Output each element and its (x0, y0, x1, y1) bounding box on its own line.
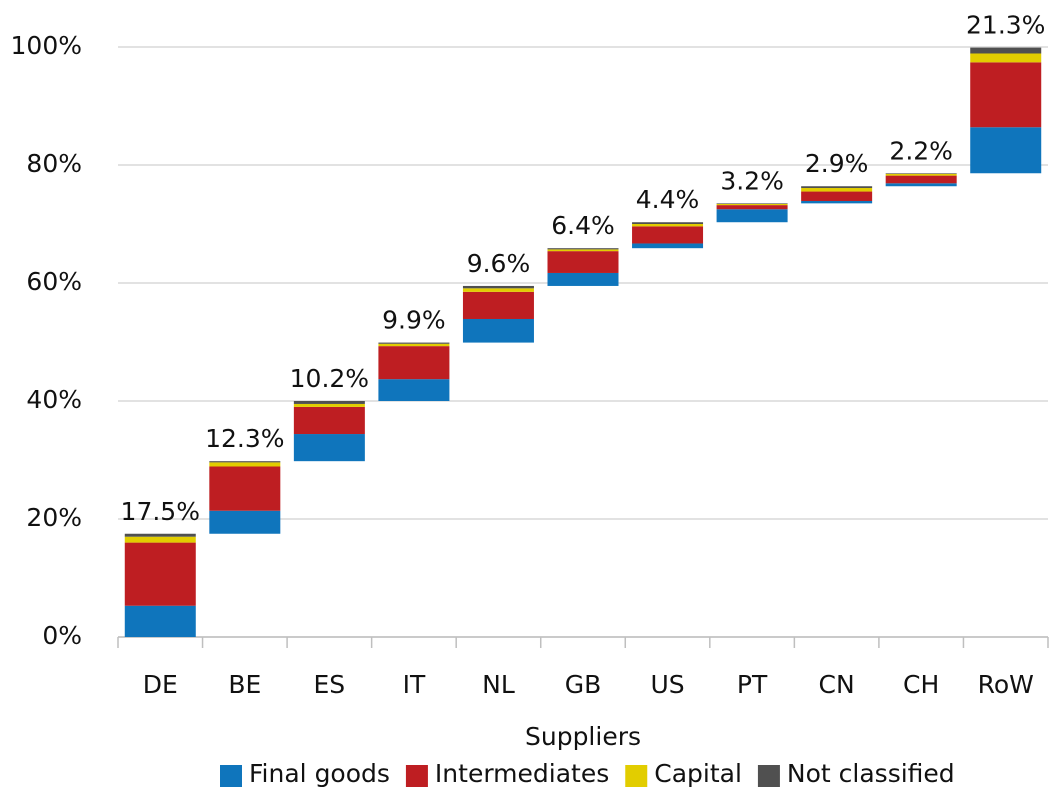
y-tick-label: 20% (26, 503, 82, 532)
bar-segment (378, 342, 450, 344)
y-tick-label: 100% (11, 31, 82, 60)
bar-segment (970, 62, 1042, 128)
total-label: 2.2% (889, 136, 953, 165)
bar-segment (293, 434, 365, 462)
y-tick-label: 0% (42, 621, 82, 650)
total-label: 4.4% (636, 185, 700, 214)
x-tick-label: CN (819, 670, 855, 699)
total-label: 9.6% (467, 249, 531, 278)
x-tick-label: US (650, 670, 684, 699)
total-label: 3.2% (720, 166, 784, 195)
bar-segment (632, 224, 704, 227)
legend-label: Capital (654, 759, 742, 788)
bar-segment (885, 173, 957, 174)
bar-segment (801, 191, 873, 201)
bar-segment (378, 379, 450, 401)
total-label: 17.5% (121, 497, 200, 526)
bar-segment (716, 203, 788, 204)
x-tick-label: ES (314, 670, 346, 699)
legend-swatch (757, 765, 780, 787)
bar-segment (547, 249, 619, 252)
total-label: 2.9% (805, 149, 869, 178)
x-tick-label: BE (228, 670, 261, 699)
bar-segment (801, 200, 873, 204)
bar-segment (970, 53, 1042, 63)
bar-segment (209, 510, 281, 534)
y-tick-label: 40% (26, 385, 82, 414)
x-tick-label: RoW (978, 670, 1034, 699)
bar-segment (378, 343, 450, 347)
x-tick-label: CH (903, 670, 939, 699)
bar-segment (124, 533, 196, 537)
bar-segment (716, 209, 788, 223)
x-tick-label: DE (143, 670, 178, 699)
bar-segment (547, 251, 619, 273)
bar-segment (209, 466, 281, 511)
bar-segment (124, 605, 196, 637)
bar-segment (632, 243, 704, 249)
bar-segment (885, 183, 957, 187)
x-tick-label: NL (482, 670, 515, 699)
bar-segment (801, 188, 873, 192)
bar-segment (632, 222, 704, 224)
bar-segment (547, 248, 619, 250)
bar-segment (378, 346, 450, 380)
total-label: 21.3% (966, 11, 1045, 40)
bar-segment (462, 318, 534, 343)
legend-label: Intermediates (435, 759, 609, 788)
legend-swatch (625, 765, 648, 787)
bar-segment (209, 461, 281, 463)
bar-segment (124, 542, 196, 606)
bar-segment (716, 205, 788, 210)
y-tick-label: 80% (26, 149, 82, 178)
bar-segment (462, 291, 534, 319)
y-tick-label: 60% (26, 267, 82, 296)
total-label: 9.9% (382, 306, 446, 335)
x-tick-label: GB (565, 670, 602, 699)
legend-swatch (405, 765, 428, 787)
bar-segment (801, 186, 873, 189)
bar-segment (970, 127, 1042, 174)
bar-segment (462, 285, 534, 289)
bar-segment (547, 272, 619, 286)
bar-segment (293, 403, 365, 407)
total-label: 6.4% (551, 211, 615, 240)
bar-segment (716, 203, 788, 206)
bar-segment (632, 226, 704, 244)
bar-segment (970, 47, 1042, 54)
bar-segment (462, 288, 534, 292)
bar-segment (885, 173, 957, 176)
legend-label: Final goods (249, 759, 390, 788)
x-tick-label: IT (403, 670, 426, 699)
legend-swatch (220, 765, 242, 787)
x-tick-label: PT (737, 670, 768, 699)
x-axis-label: Suppliers (525, 722, 641, 751)
total-label: 10.2% (290, 364, 369, 393)
legend-label: Not classified (787, 759, 955, 788)
bar-segment (209, 462, 281, 467)
bar-segment (124, 536, 196, 543)
bar-segment (293, 401, 365, 404)
total-label: 12.3% (205, 424, 284, 453)
bar-segment (885, 175, 957, 184)
bar-segment (293, 406, 365, 435)
